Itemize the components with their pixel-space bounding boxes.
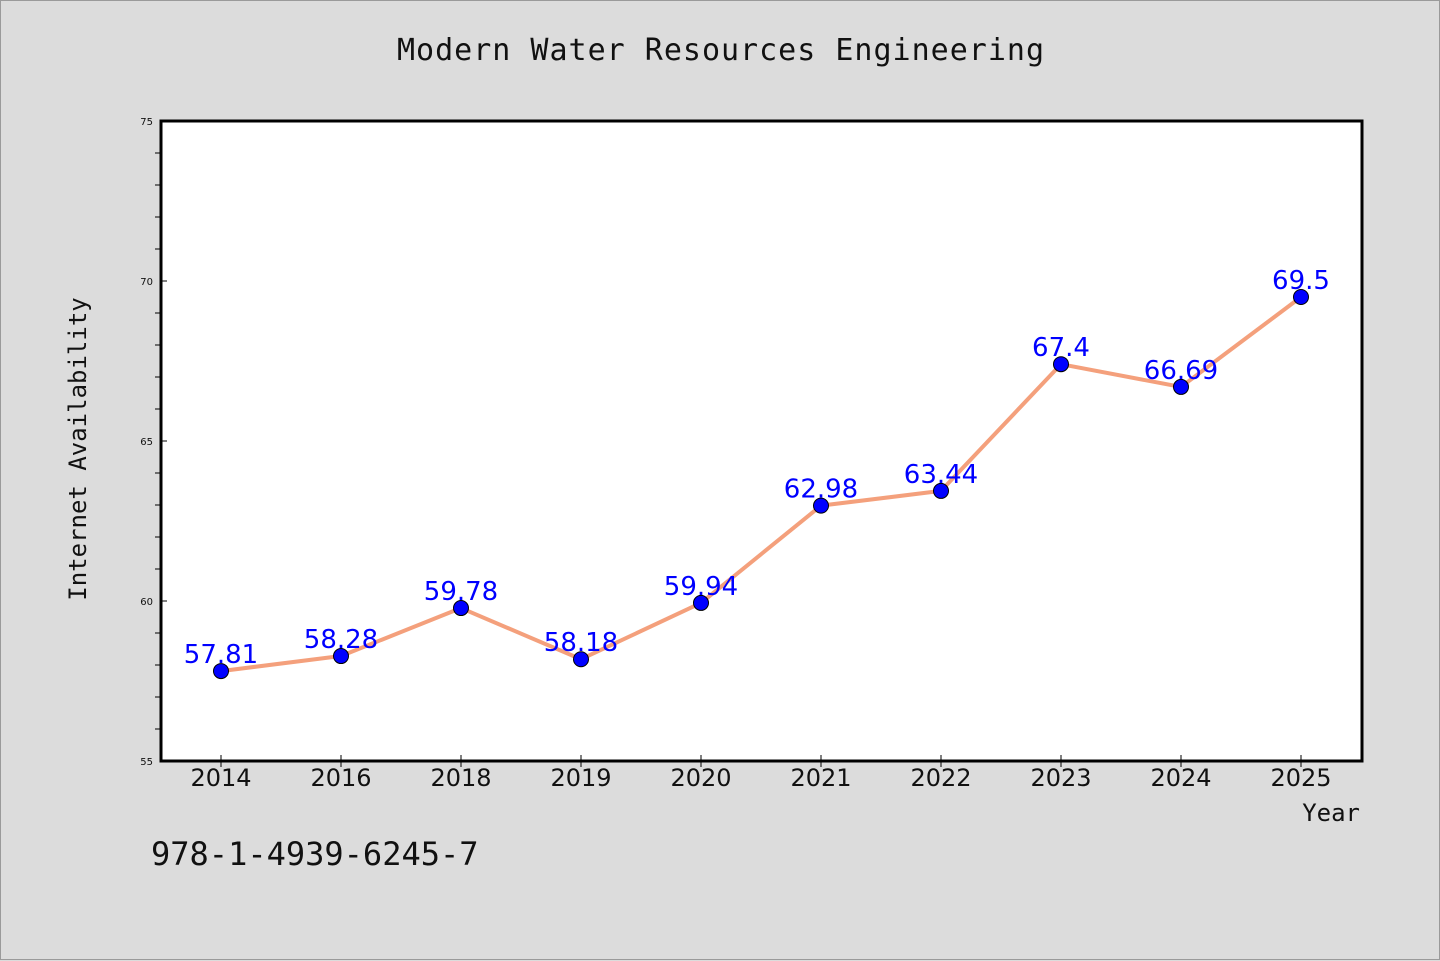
x-tick-label: 2024: [1150, 764, 1211, 792]
y-tick-label: 70: [140, 277, 153, 288]
y-tick-label: 65: [140, 437, 153, 448]
data-point: [1053, 356, 1069, 373]
x-tick-label: 2020: [670, 764, 731, 792]
data-label: 67.4: [1032, 333, 1090, 363]
x-tick-label: 2016: [310, 764, 371, 792]
chart-title: Modern Water Resources Engineering: [396, 33, 1046, 68]
x-axis-label: Year: [1302, 799, 1360, 827]
plot-area: [159, 119, 1364, 763]
isbn-text: 978-1-4939-6245-7: [151, 835, 479, 873]
y-tick-label: 75: [140, 117, 153, 128]
data-point: [813, 497, 829, 514]
data-point: [1293, 289, 1309, 305]
x-tick-label: 2022: [910, 764, 971, 792]
x-tick-label: 2025: [1270, 764, 1331, 792]
x-tick-label: 2023: [1030, 764, 1091, 792]
y-axis-label: Internet Availability: [64, 297, 92, 600]
data-point: [933, 482, 949, 499]
x-tick-label: 2021: [790, 764, 851, 792]
data-label: 63.44: [904, 460, 978, 490]
data-label: 69.5: [1272, 266, 1330, 296]
data-point: [573, 651, 589, 668]
x-tick-label: 2018: [430, 764, 491, 792]
y-tick-label: 55: [140, 757, 153, 768]
x-tick-label: 2014: [190, 764, 251, 792]
data-point: [693, 594, 709, 611]
data-label: 59.94: [664, 572, 738, 602]
data-point: [333, 648, 349, 665]
data-point: [213, 663, 229, 680]
data-label: 58.28: [304, 625, 378, 655]
data-point: [453, 600, 469, 617]
data-label: 66.69: [1144, 356, 1218, 386]
data-point: [1173, 378, 1189, 395]
data-label: 59.78: [424, 577, 498, 607]
y-tick-label: 60: [140, 597, 153, 608]
data-label: 62.98: [784, 475, 858, 505]
data-label: 57.81: [184, 640, 258, 670]
x-tick-label: 2019: [550, 764, 611, 792]
data-label: 58.18: [544, 628, 618, 658]
series-line: [220, 295, 1303, 674]
